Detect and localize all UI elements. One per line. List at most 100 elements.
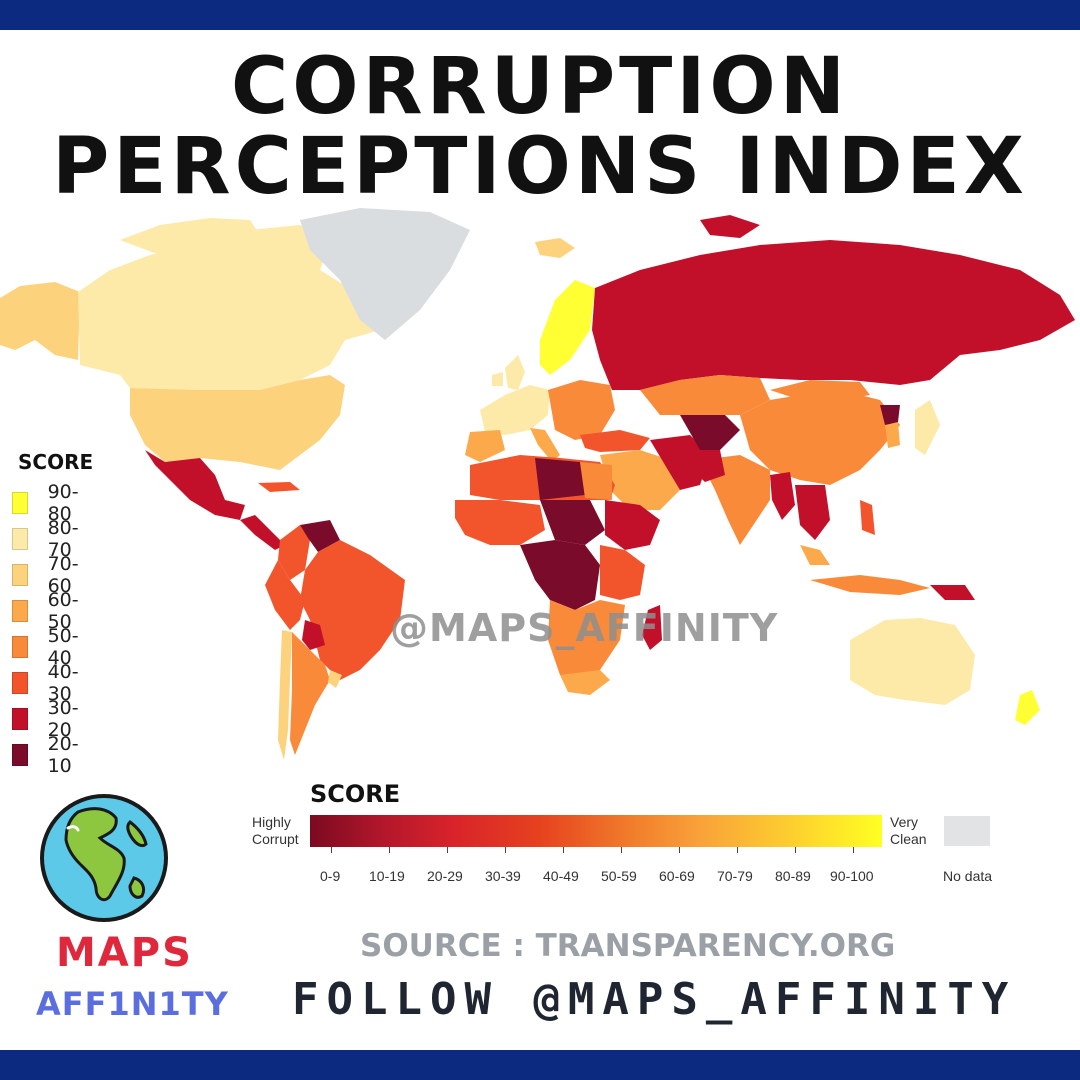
region-papua [930, 585, 975, 600]
scale-tick-label: 80-89 [775, 868, 811, 884]
scale-tick-mark [795, 847, 796, 853]
scale-left-line1: Highly [252, 814, 291, 830]
region-southern-africa [548, 600, 625, 685]
region-indonesia [810, 575, 930, 595]
legend-swatch [12, 636, 28, 658]
region-middle-east [600, 450, 680, 510]
legend-item: 20-10 [12, 733, 85, 777]
scale-tick-mark [563, 847, 564, 853]
title-line-2: PERCEPTIONS INDEX [52, 122, 1028, 212]
region-iceland [535, 238, 575, 258]
region-eastern-europe [548, 380, 615, 440]
region-indochina [795, 485, 830, 540]
legend-item: 50-40 [12, 625, 85, 669]
score-color-scale [310, 815, 882, 847]
brand-affinity: AFF1N1TY [36, 985, 229, 1023]
region-south-africa [560, 670, 610, 695]
region-sahel [540, 500, 605, 545]
region-pakistan [690, 450, 725, 482]
region-venezuela [300, 520, 340, 552]
map-watermark: @MAPS_AFFINITY [390, 606, 779, 650]
legend-title: SCORE [18, 450, 94, 474]
region-malaysia [800, 545, 830, 565]
region-scandinavia [540, 280, 595, 375]
scale-left-line2: Corrupt [252, 831, 299, 847]
region-china [740, 390, 900, 485]
legend-swatch [12, 492, 28, 514]
legend-item: 60-50 [12, 589, 85, 633]
region-cuba [258, 482, 300, 492]
legend-swatch [12, 744, 28, 766]
region-russia-islands [700, 215, 760, 238]
region-uruguay [328, 670, 342, 688]
no-data-label: No data [943, 868, 993, 884]
region-iran [650, 435, 710, 490]
legend-label: 60-50 [47, 589, 79, 633]
region-alaska [0, 282, 80, 360]
title-line-1: CORRUPTION [231, 42, 849, 132]
scale-tick-mark [331, 847, 332, 853]
legend-label: 40-30 [47, 661, 79, 705]
legend-swatch [12, 672, 28, 694]
scale-tick-label: 0-9 [320, 868, 341, 884]
region-bolivia [302, 620, 325, 650]
region-mexico [145, 450, 245, 520]
region-western-europe [480, 385, 550, 435]
legend-swatch [12, 600, 28, 622]
scale-tick-mark [505, 847, 506, 853]
follow-text: FOLLOW @MAPS_AFFINITY [292, 974, 1017, 1025]
globe-icon [40, 794, 168, 922]
legend-label: 50-40 [47, 625, 79, 669]
region-greenland [300, 208, 470, 340]
scale-tick-label: 60-69 [659, 868, 695, 884]
scale-right-line1: Very [890, 814, 919, 830]
region-peru [265, 560, 305, 630]
scale-tick-mark [389, 847, 390, 853]
region-central-america [240, 515, 285, 550]
legend-swatch [12, 564, 28, 586]
legend-item: 80-70 [12, 517, 85, 561]
legend-item: 90-80 [12, 481, 85, 525]
region-italy [530, 428, 560, 462]
scale-tick-label: 70-79 [717, 868, 753, 884]
region-new-zealand [1015, 690, 1040, 725]
region-mongolia [770, 380, 870, 400]
scale-left-caption: Highly Corrupt [252, 814, 299, 848]
region-egypt [580, 462, 612, 500]
region-brazil [300, 540, 405, 680]
scale-tick-mark [447, 847, 448, 853]
region-japan [915, 400, 940, 455]
region-ireland [492, 372, 503, 386]
region-korea [885, 422, 900, 448]
region-philippines [860, 500, 875, 535]
legend-item: 70-60 [12, 553, 85, 597]
top-band [0, 0, 1080, 30]
scale-tick-label: 90-100 [830, 868, 874, 884]
scale-tick-label: 40-49 [543, 868, 579, 884]
region-afghanistan [680, 410, 740, 450]
scale-right-line2: Clean [890, 831, 927, 847]
region-colombia [278, 525, 310, 580]
brand-maps: MAPS [56, 930, 193, 976]
legend-label: 20-10 [47, 733, 79, 777]
world-map [0, 208, 1075, 760]
scale-tick-label: 50-59 [601, 868, 637, 884]
region-north-korea [880, 405, 900, 425]
source-text: SOURCE : TRANSPARENCY.ORG [360, 928, 896, 964]
legend-label: 90-80 [47, 481, 79, 525]
scale-tick-label: 30-39 [485, 868, 521, 884]
region-australia [850, 618, 975, 705]
scale-tick-label: 20-29 [427, 868, 463, 884]
region-russia [592, 240, 1075, 390]
region-central-africa [520, 540, 600, 610]
scale-tick-mark [853, 847, 854, 853]
scale-tick-mark [737, 847, 738, 853]
region-iberia [465, 430, 505, 462]
scale-title: SCORE [310, 780, 401, 808]
region-east-africa [600, 545, 645, 600]
scale-tick-mark [621, 847, 622, 853]
region-argentina [290, 632, 330, 755]
legend-label: 70-60 [47, 553, 79, 597]
region-madagascar [642, 605, 662, 650]
scale-tick-mark [679, 847, 680, 853]
